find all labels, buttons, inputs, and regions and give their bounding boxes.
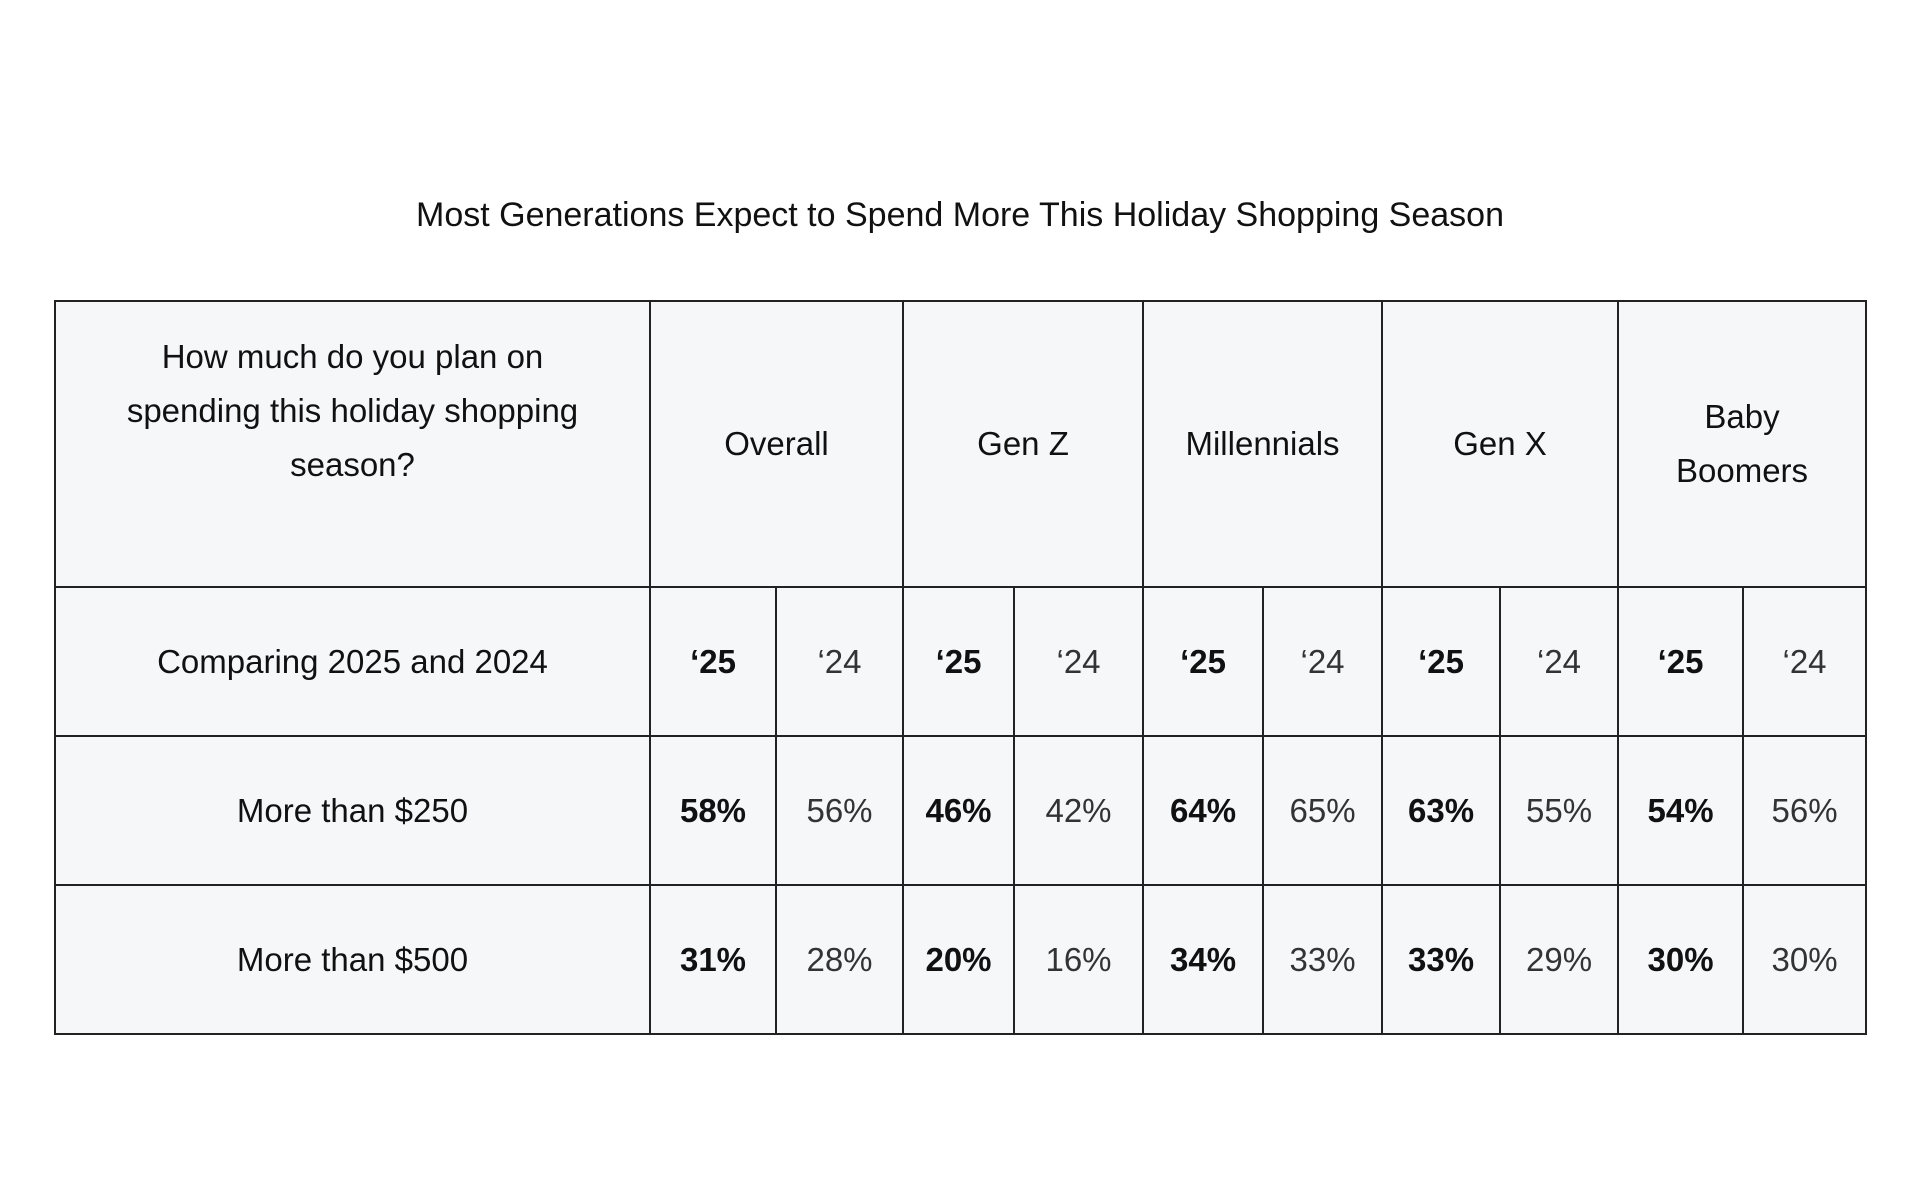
year-24: ‘24 <box>1262 586 1384 737</box>
group-header-baby-boomers: Baby Boomers <box>1617 300 1868 588</box>
value-cell: 28% <box>775 884 904 1035</box>
year-24: ‘24 <box>1742 586 1868 737</box>
year-25: ‘25 <box>1617 586 1745 737</box>
year-24: ‘24 <box>775 586 904 737</box>
header-row: How much do you plan on spending this ho… <box>54 300 1868 588</box>
corner-header: How much do you plan on spending this ho… <box>54 300 651 588</box>
row-label: More than $500 <box>54 884 651 1035</box>
value-cell: 30% <box>1617 884 1745 1035</box>
value-cell: 63% <box>1381 735 1502 886</box>
value-cell: 46% <box>902 735 1015 886</box>
value-cell: 56% <box>775 735 904 886</box>
value-cell: 64% <box>1142 735 1265 886</box>
year-25: ‘25 <box>649 586 777 737</box>
table-row: More than $250 58% 56% 46% 42% 64% 65% 6… <box>54 735 1868 886</box>
value-cell: 34% <box>1142 884 1265 1035</box>
value-cell: 58% <box>649 735 777 886</box>
row-label: More than $250 <box>54 735 651 886</box>
year-25: ‘25 <box>1142 586 1265 737</box>
value-cell: 56% <box>1742 735 1868 886</box>
value-cell: 42% <box>1012 735 1145 886</box>
value-cell: 30% <box>1742 884 1868 1035</box>
value-cell: 16% <box>1012 884 1145 1035</box>
group-header-overall: Overall <box>649 300 904 588</box>
value-cell: 54% <box>1617 735 1745 886</box>
year-24: ‘24 <box>1012 586 1145 737</box>
value-cell: 33% <box>1262 884 1384 1035</box>
year-24: ‘24 <box>1499 586 1620 737</box>
group-header-gen-x: Gen X <box>1381 300 1620 588</box>
value-cell: 29% <box>1499 884 1620 1035</box>
year-25: ‘25 <box>1381 586 1502 737</box>
table-title: Most Generations Expect to Spend More Th… <box>416 196 1504 234</box>
group-header-gen-z: Gen Z <box>901 300 1145 588</box>
year-header-row: Comparing 2025 and 2024 ‘25 ‘24 ‘25 ‘24 … <box>54 586 1868 737</box>
value-cell: 55% <box>1499 735 1620 886</box>
value-cell: 20% <box>902 884 1015 1035</box>
year-25: ‘25 <box>902 586 1015 737</box>
value-cell: 65% <box>1262 735 1384 886</box>
value-cell: 31% <box>649 884 777 1035</box>
spending-table: How much do you plan on spending this ho… <box>54 300 1868 1035</box>
subheader-label: Comparing 2025 and 2024 <box>54 586 651 737</box>
value-cell: 33% <box>1381 884 1502 1035</box>
table-row: More than $500 31% 28% 20% 16% 34% 33% 3… <box>54 884 1868 1035</box>
group-header-millennials: Millennials <box>1142 300 1384 588</box>
